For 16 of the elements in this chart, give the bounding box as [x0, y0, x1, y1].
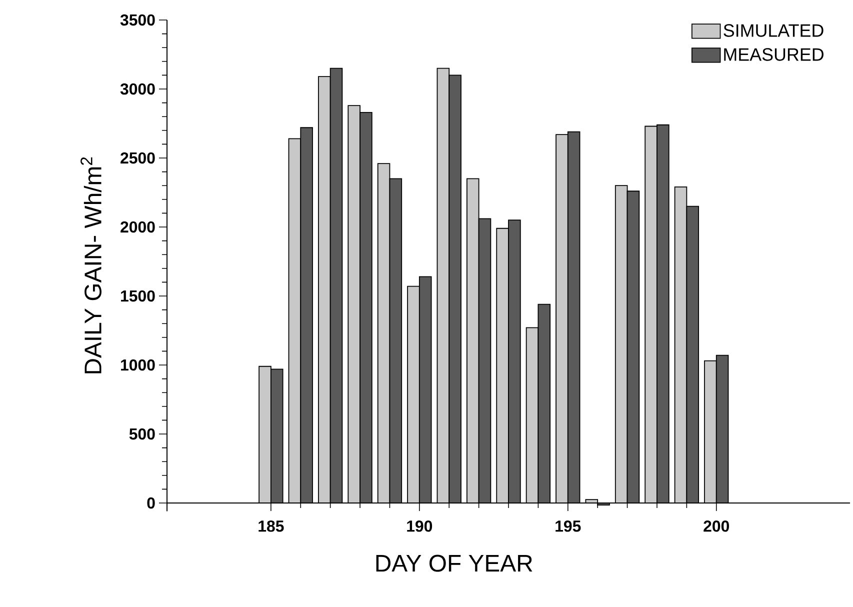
legend-label: MEASURED [724, 48, 824, 61]
y-axis-title: DAILY GAIN- Wh/m$^{2}$ [80, 157, 102, 374]
y-tick-label: 3000 [120, 83, 155, 95]
x-tick-label: 190 [407, 520, 432, 532]
x-tick-label: 200 [704, 520, 730, 532]
x-tick-label: 185 [258, 520, 284, 532]
y-tick-label: 1500 [121, 290, 155, 302]
x-axis-title: DAY OF YEAR [376, 554, 532, 572]
y-tick-label: 2000 [120, 221, 155, 233]
y-tick-label: 1000 [121, 359, 155, 371]
x-tick-label: 195 [556, 520, 581, 532]
y-tick-label: 0 [147, 497, 155, 509]
y-tick-label: 3500 [120, 14, 155, 26]
y-tick-label: 2500 [120, 152, 155, 164]
legend-label: SIMULATED [724, 24, 824, 37]
y-tick-label: 500 [129, 428, 155, 440]
